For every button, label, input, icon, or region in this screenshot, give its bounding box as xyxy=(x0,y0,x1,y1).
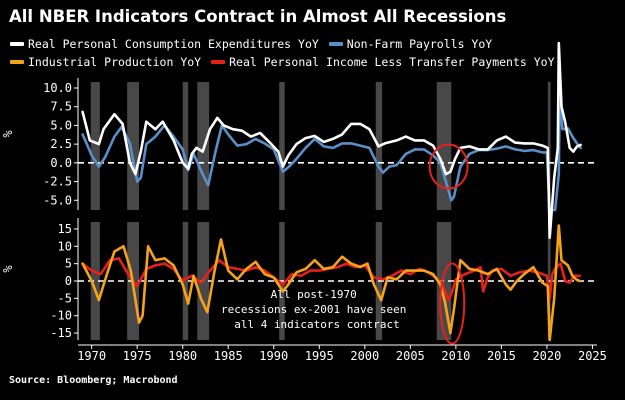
x-tick-label: 2025 xyxy=(578,349,607,363)
recession-band xyxy=(182,222,189,340)
recession-band xyxy=(182,82,189,210)
y-tick-label: 10.0 xyxy=(43,81,72,95)
highlight-circle xyxy=(428,143,469,190)
legend-label-payrolls: Non-Farm Payrolls YoY xyxy=(346,37,493,51)
x-tick-label: 2000 xyxy=(350,349,379,363)
legend-item-income: Real Personal Income Less Transfer Payme… xyxy=(211,55,555,69)
y-axis-label: % xyxy=(1,265,15,273)
y-tick-label: -15 xyxy=(50,326,72,340)
x-tick-label: 2015 xyxy=(487,349,516,363)
x-tick-label: 1975 xyxy=(123,349,152,363)
legend-item-payrolls: Non-Farm Payrolls YoY xyxy=(328,37,493,51)
recession-bands xyxy=(90,82,551,340)
y-tick-label: -5.0 xyxy=(43,193,72,207)
y-axis-label: % xyxy=(1,130,15,138)
series-line-non-farm-payrolls-yoy xyxy=(81,90,582,212)
legend-swatch-payrolls xyxy=(328,42,343,46)
series-line-industrial-production-yoy xyxy=(81,224,581,342)
recession-band xyxy=(90,82,100,210)
annotation-line-3: all 4 indicators contract xyxy=(234,318,400,331)
chart-title: All NBER Indicators Contract in Almost A… xyxy=(9,7,507,26)
y-tick-label: 7.5 xyxy=(50,100,72,114)
y-tick-label: 0.0 xyxy=(50,156,72,170)
y-tick-label: 10 xyxy=(58,239,72,253)
legend-swatch-industrial xyxy=(10,60,24,64)
tick-label-layer: 10.0 7.5 5.0 2.5 0.0 -2.5 -5.0% 15 10 5 0 -5 -10 -15%… xyxy=(1,81,607,363)
y-tick-label: -2.5 xyxy=(43,175,72,189)
legend-item-pce: Real Personal Consumption Expenditures Y… xyxy=(10,37,319,51)
legend-label-income: Real Personal Income Less Transfer Payme… xyxy=(229,55,555,69)
legend-item-industrial: Industrial Production YoY xyxy=(10,55,201,69)
x-tick-label: 1995 xyxy=(305,349,334,363)
legend-swatch-income xyxy=(211,60,226,64)
x-tick-label: 1980 xyxy=(168,349,197,363)
axes-layer xyxy=(74,78,597,349)
annotation-line-2: recessions ex-2001 have seen xyxy=(221,303,406,316)
x-tick-label: 2020 xyxy=(532,349,561,363)
legend-row-1: Real Personal Consumption Expenditures Y… xyxy=(10,36,502,52)
highlight-layer xyxy=(428,143,469,345)
y-tick-label: 0 xyxy=(65,274,72,288)
x-tick-label: 2010 xyxy=(441,349,470,363)
legend-row-2: Industrial Production YoY Real Personal … xyxy=(10,54,565,70)
series-layer xyxy=(81,41,582,342)
highlight-circle xyxy=(439,262,466,345)
y-tick-label: -5 xyxy=(58,291,72,305)
series-line-real-personal-consumption-expenditures-yoy xyxy=(81,41,582,239)
x-tick-label: 1990 xyxy=(259,349,288,363)
x-tick-label: 1970 xyxy=(77,349,106,363)
x-tick-label: 1985 xyxy=(214,349,243,363)
y-tick-label: 5.0 xyxy=(50,118,72,132)
recession-band xyxy=(127,82,140,210)
y-tick-label: 5 xyxy=(65,257,72,271)
recession-band xyxy=(547,82,551,210)
y-tick-label: -10 xyxy=(50,309,72,323)
x-tick-label: 2005 xyxy=(396,349,425,363)
annotation-text: All post-1970 recessions ex-2001 have se… xyxy=(221,288,413,331)
recession-band xyxy=(279,82,285,210)
y-tick-label: 15 xyxy=(58,222,72,236)
recession-band xyxy=(90,222,100,340)
y-tick-label: 2.5 xyxy=(50,137,72,151)
annotation-line-1: All post-1970 xyxy=(271,288,357,301)
legend-swatch-pce xyxy=(10,42,24,46)
legend-label-industrial: Industrial Production YoY xyxy=(28,55,202,69)
source-note: Source: Bloomberg; Macrobond xyxy=(9,375,178,386)
legend-label-pce: Real Personal Consumption Expenditures Y… xyxy=(28,37,319,51)
